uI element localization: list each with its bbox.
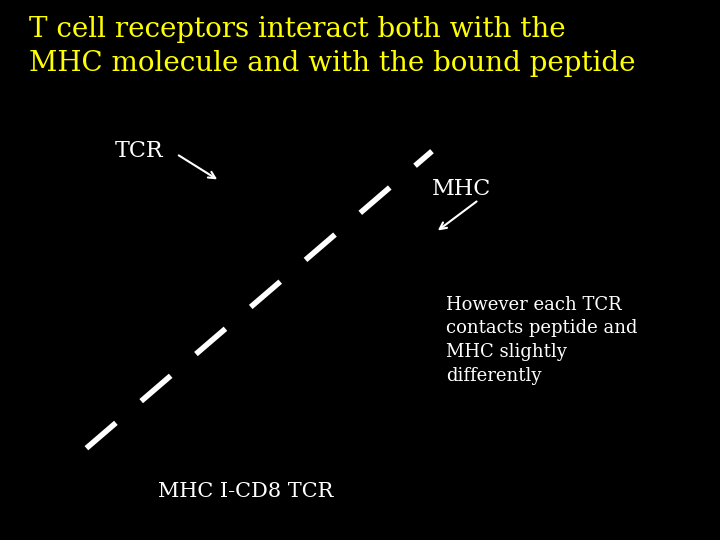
Text: T cell receptors interact both with the
MHC molecule and with the bound peptide: T cell receptors interact both with the … — [29, 16, 635, 77]
Text: MHC I-CD8 TCR: MHC I-CD8 TCR — [158, 482, 334, 501]
Text: However each TCR
contacts peptide and
MHC slightly
differently: However each TCR contacts peptide and MH… — [446, 296, 638, 384]
Text: TCR: TCR — [115, 140, 164, 162]
Text: MHC: MHC — [432, 178, 491, 200]
